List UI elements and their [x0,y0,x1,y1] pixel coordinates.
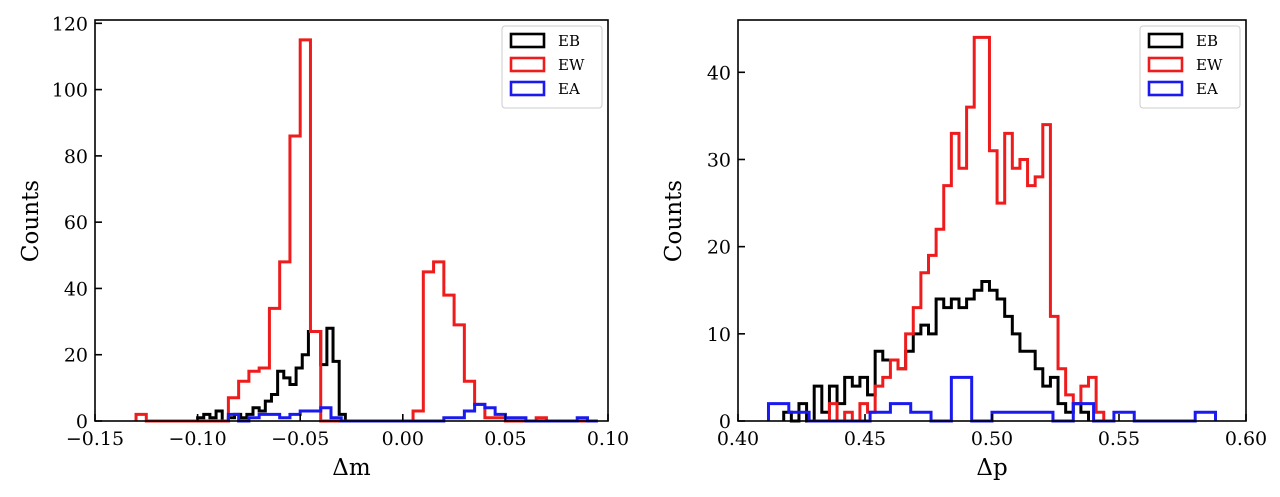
y-tick-label: 10 [707,324,731,346]
y-axis-label: Counts [661,180,687,262]
y-tick-label: 0 [76,411,88,433]
y-tick-label: 120 [52,13,88,35]
x-tick-label: −0.10 [168,428,226,450]
x-tick-label: 0.05 [484,428,526,450]
y-tick-label: 20 [64,345,88,367]
x-tick-label: 0.40 [717,428,759,450]
y-axis-label: Counts [18,180,44,262]
legend-swatch-eb [1147,32,1184,49]
legend-label-eb: EB [558,32,580,50]
y-tick-label: 100 [52,80,88,102]
x-tick-label: 0.00 [382,428,424,450]
y-tick-label: 30 [707,149,731,171]
y-tick-label: 60 [64,212,88,234]
legend-swatch-ea [509,80,546,97]
x-axis-label: Δm [332,455,371,481]
legend-swatch-eb [509,32,546,49]
x-tick-label: −0.15 [66,428,124,450]
x-tick-label: 0.55 [1098,428,1140,450]
histogram-panel-delta-p: 0.40 0.45 0.50 0.55 0.60 0 10 20 30 40 Δp Counts EB E… [661,19,1267,481]
y-tick-label: 80 [64,146,88,168]
x-tick-label: 0.45 [844,428,886,450]
x-tick-label: −0.05 [271,428,329,450]
legend-label-ea: EA [1196,80,1218,98]
legend-swatch-ea [1147,80,1184,97]
y-tick-label: 40 [64,278,88,300]
y-tick-label: 20 [707,237,731,259]
histogram-panel-delta-m: −0.15 −0.10 −0.05 0.00 0.05 0.10 0 20 40 60 80 100 1… [18,13,629,481]
x-tick-label: 0.50 [971,428,1013,450]
legend-label-ew: EW [558,56,585,74]
y-tick-label: 40 [707,62,731,84]
legend-swatch-ew [509,56,546,73]
series-line-eb [782,280,1091,423]
x-tick-label: 0.60 [1225,428,1267,450]
axes-frame [94,19,609,422]
legend-label-ea: EA [558,80,580,98]
legend-swatch-ew [1147,56,1184,73]
series-line-ew [827,35,1106,423]
legend-label-eb: EB [1196,32,1218,50]
x-tick-label: 0.10 [587,428,629,450]
legend-label-ew: EW [1196,56,1223,74]
y-tick-label: 0 [719,411,731,433]
x-axis-label: Δp [976,455,1007,481]
